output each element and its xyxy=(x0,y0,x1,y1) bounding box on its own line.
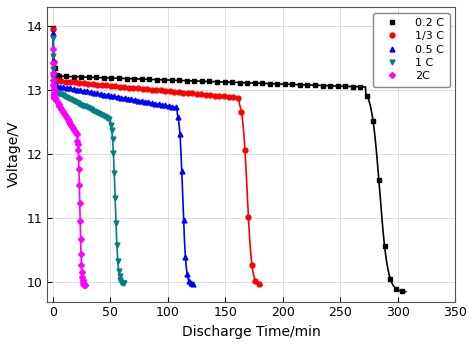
2C xyxy=(56,102,62,106)
2C xyxy=(82,283,88,288)
2C xyxy=(50,46,56,51)
0.2 C xyxy=(305,83,310,87)
X-axis label: Discharge Time/min: Discharge Time/min xyxy=(182,325,320,339)
Line: 1 C: 1 C xyxy=(51,35,126,286)
1 C xyxy=(119,281,125,285)
1/3 C xyxy=(242,147,248,152)
0.2 C xyxy=(146,77,152,81)
Legend: 0.2 C, 1/3 C, 0.5 C, 1 C, 2C: 0.2 C, 1/3 C, 0.5 C, 1 C, 2C xyxy=(373,12,449,87)
1/3 C xyxy=(53,78,58,82)
0.2 C xyxy=(393,287,399,291)
2C xyxy=(52,96,58,100)
0.5 C xyxy=(51,82,57,86)
1 C xyxy=(56,91,62,95)
Line: 0.5 C: 0.5 C xyxy=(51,30,195,286)
2C xyxy=(72,129,78,134)
0.2 C xyxy=(399,289,405,293)
0.5 C xyxy=(135,99,141,103)
1 C xyxy=(121,281,127,285)
0.5 C xyxy=(142,100,148,104)
0.5 C xyxy=(91,91,97,95)
Y-axis label: Voltage/V: Voltage/V xyxy=(7,121,21,188)
0.2 C xyxy=(116,76,122,80)
1 C xyxy=(101,113,107,118)
Line: 0.2 C: 0.2 C xyxy=(51,26,404,294)
0.2 C xyxy=(282,82,288,86)
1/3 C xyxy=(256,282,262,286)
0.5 C xyxy=(190,282,196,286)
1/3 C xyxy=(112,84,118,88)
1 C xyxy=(54,91,60,95)
0.5 C xyxy=(50,30,56,35)
1 C xyxy=(108,123,114,127)
1 C xyxy=(50,36,56,40)
Line: 2C: 2C xyxy=(51,46,87,288)
1/3 C xyxy=(181,91,186,95)
0.5 C xyxy=(182,255,188,259)
0.2 C xyxy=(154,78,160,82)
0.2 C xyxy=(50,26,56,30)
Line: 1/3 C: 1/3 C xyxy=(51,27,261,287)
2C xyxy=(51,94,57,99)
2C xyxy=(56,104,62,108)
1/3 C xyxy=(50,27,56,31)
1/3 C xyxy=(140,87,146,91)
1 C xyxy=(113,221,119,226)
0.5 C xyxy=(111,94,117,98)
2C xyxy=(54,99,60,103)
1/3 C xyxy=(172,90,177,94)
